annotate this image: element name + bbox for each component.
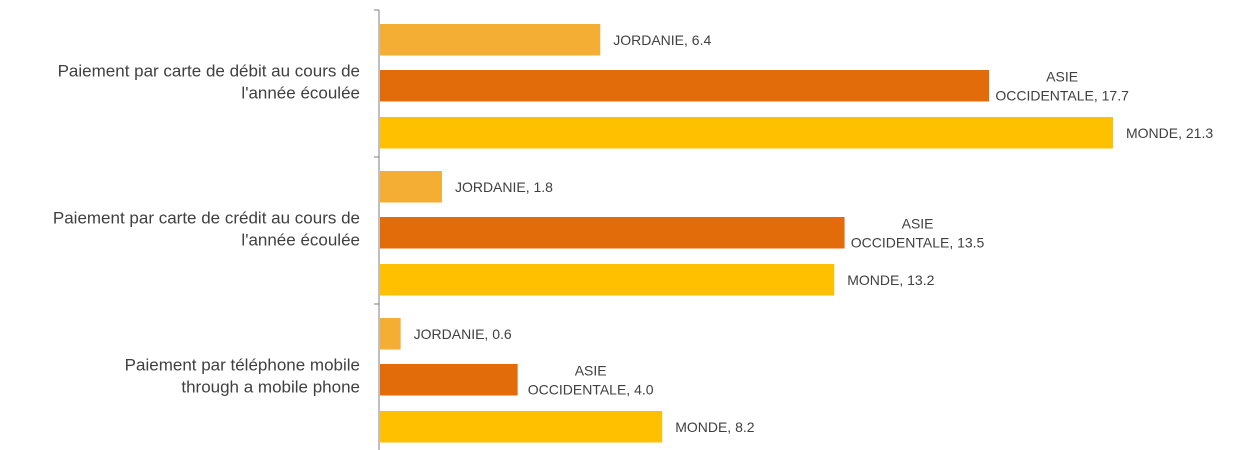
data-label: JORDANIE, 0.6: [414, 326, 512, 342]
data-label-line: JORDANIE, 0.6: [414, 326, 512, 342]
bar: [380, 411, 663, 443]
data-label-line: ASIE: [902, 215, 934, 231]
category-label: Paiement par carte de débit au cours de l…: [58, 62, 360, 103]
data-label-line: MONDE, 13.2: [847, 272, 934, 288]
bar: [380, 217, 845, 249]
category-label: Paiement par carte de crédit au cours de…: [53, 209, 360, 250]
category-label-line: l'année écoulée: [241, 231, 360, 250]
category-label-line: Paiement par carte de débit au cours de: [58, 62, 360, 81]
category-label-line: Paiement par téléphone mobile: [125, 356, 360, 375]
bar: [380, 264, 835, 296]
bar: [380, 24, 601, 56]
category-label-line: l'année écoulée: [241, 84, 360, 103]
data-label: MONDE, 8.2: [675, 419, 755, 435]
data-label-line: JORDANIE, 1.8: [455, 179, 553, 195]
data-label: JORDANIE, 6.4: [613, 32, 711, 48]
data-label-line: MONDE, 21.3: [1126, 125, 1213, 141]
category-label-line: Paiement par carte de crédit au cours de: [53, 209, 360, 228]
data-label-line: OCCIDENTALE, 4.0: [528, 381, 654, 397]
data-label: MONDE, 13.2: [847, 272, 934, 288]
data-label: MONDE, 21.3: [1126, 125, 1213, 141]
bar: [380, 171, 442, 203]
category-label-line: through a mobile phone: [181, 378, 360, 397]
data-label-line: OCCIDENTALE, 13.5: [851, 234, 985, 250]
bar: [380, 318, 401, 350]
data-label-line: MONDE, 8.2: [675, 419, 755, 435]
bar: [380, 364, 518, 396]
category-label: Paiement par téléphone mobile through a m…: [125, 356, 360, 397]
data-label: ASIE OCCIDENTALE, 17.7: [995, 68, 1129, 103]
bars-layer: [380, 24, 1113, 443]
data-label: ASIE OCCIDENTALE, 4.0: [528, 362, 654, 397]
category-axis: Paiement par carte de débit au cours de l…: [53, 9, 380, 450]
data-label: ASIE OCCIDENTALE, 13.5: [851, 215, 985, 250]
bar: [380, 70, 990, 102]
data-labels-layer: JORDANIE, 6.4 ASIE OCCIDENTALE, 17.7 MONDE,…: [414, 32, 1214, 435]
data-label-line: OCCIDENTALE, 17.7: [995, 87, 1129, 103]
bar: [380, 117, 1113, 149]
data-label: JORDANIE, 1.8: [455, 179, 553, 195]
data-label-line: ASIE: [575, 362, 607, 378]
data-label-line: JORDANIE, 6.4: [613, 32, 711, 48]
data-label-line: ASIE: [1046, 68, 1078, 84]
